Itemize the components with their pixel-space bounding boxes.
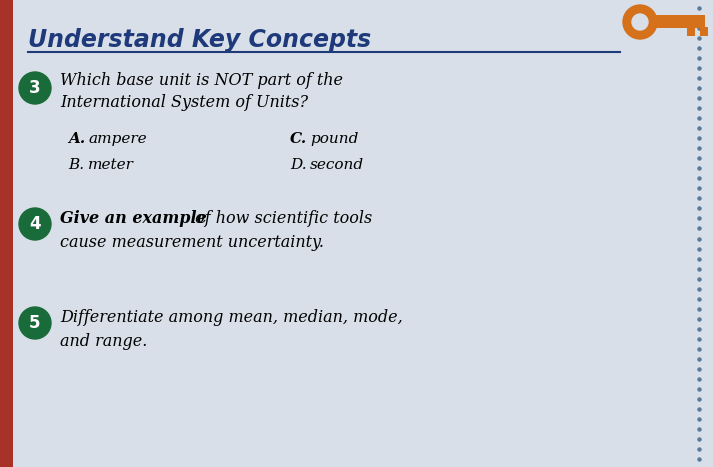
Circle shape xyxy=(19,72,51,104)
Text: Understand Key Concepts: Understand Key Concepts xyxy=(28,28,371,52)
Text: Give an example: Give an example xyxy=(60,210,207,227)
Text: B.: B. xyxy=(68,158,84,172)
FancyBboxPatch shape xyxy=(655,15,705,28)
Text: meter: meter xyxy=(88,158,134,172)
Circle shape xyxy=(623,5,657,39)
Text: and range.: and range. xyxy=(60,333,148,350)
Circle shape xyxy=(19,208,51,240)
Text: Which base unit is NOT part of the: Which base unit is NOT part of the xyxy=(60,72,343,89)
Text: C.: C. xyxy=(290,132,307,146)
Text: A.: A. xyxy=(68,132,85,146)
Text: 4: 4 xyxy=(29,215,41,233)
Text: 5: 5 xyxy=(29,314,41,332)
Text: pound: pound xyxy=(310,132,359,146)
FancyBboxPatch shape xyxy=(687,27,695,36)
Text: cause measurement uncertainty.: cause measurement uncertainty. xyxy=(60,234,324,251)
FancyBboxPatch shape xyxy=(0,0,13,467)
Text: second: second xyxy=(310,158,364,172)
Text: Differentiate among mean, median, mode,: Differentiate among mean, median, mode, xyxy=(60,309,403,326)
Text: International System of Units?: International System of Units? xyxy=(60,94,308,111)
Circle shape xyxy=(632,14,648,30)
Text: ampere: ampere xyxy=(88,132,147,146)
Text: of how scientific tools: of how scientific tools xyxy=(190,210,372,227)
FancyBboxPatch shape xyxy=(700,27,708,36)
Text: D.: D. xyxy=(290,158,307,172)
Circle shape xyxy=(19,307,51,339)
Text: 3: 3 xyxy=(29,79,41,97)
